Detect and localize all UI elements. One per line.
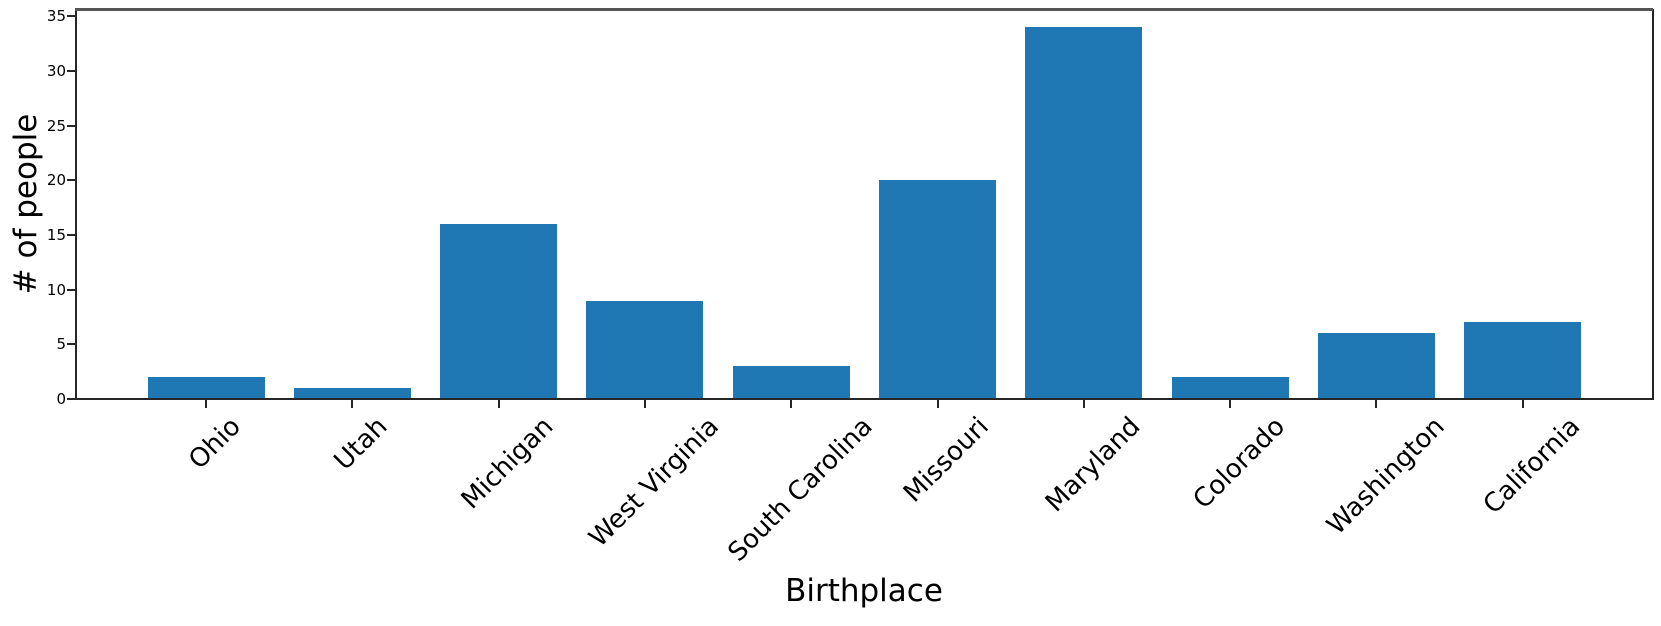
x-tick-mark bbox=[497, 400, 500, 408]
y-axis-label: # of people bbox=[8, 113, 44, 295]
y-tick-mark bbox=[67, 233, 75, 236]
x-axis-spine bbox=[75, 398, 1653, 400]
bar-south-carolina bbox=[732, 366, 850, 399]
x-tick-label-utah: Utah bbox=[328, 411, 394, 477]
y-tick-label: 35 bbox=[46, 7, 66, 26]
bar-utah bbox=[293, 388, 411, 399]
x-tick-label-maryland: Maryland bbox=[1039, 411, 1146, 519]
x-tick-label-washington: Washington bbox=[1320, 411, 1451, 541]
x-tick-mark bbox=[1082, 400, 1085, 408]
x-tick-mark bbox=[205, 400, 207, 408]
x-tick-mark bbox=[1521, 400, 1524, 408]
y-tick-mark bbox=[67, 69, 75, 72]
x-tick-label-ohio: Ohio bbox=[183, 411, 248, 476]
bar-missouri bbox=[879, 180, 996, 399]
x-tick-mark bbox=[1229, 400, 1232, 408]
y-tick-mark bbox=[67, 343, 75, 346]
bar-colorado bbox=[1171, 377, 1289, 399]
y-tick-label: 10 bbox=[46, 280, 66, 299]
x-tick-mark bbox=[790, 400, 793, 408]
y-tick-label: 25 bbox=[46, 116, 66, 135]
x-tick-mark bbox=[643, 400, 646, 408]
bar-michigan bbox=[440, 223, 558, 399]
x-tick-label-california: California bbox=[1477, 411, 1587, 521]
x-axis-label: Birthplace bbox=[785, 573, 943, 609]
y-tick-label: 20 bbox=[46, 171, 66, 190]
x-tick-mark bbox=[936, 400, 939, 408]
bar-west-virginia bbox=[586, 300, 704, 399]
y-tick-mark bbox=[67, 288, 75, 291]
plot-area bbox=[76, 9, 1653, 399]
bar-washington bbox=[1317, 333, 1435, 399]
x-tick-label-missouri: Missouri bbox=[898, 411, 996, 509]
top-spine bbox=[75, 8, 1653, 11]
y-axis-spine bbox=[75, 9, 77, 400]
y-tick-label: 30 bbox=[46, 61, 66, 80]
y-tick-mark bbox=[67, 124, 75, 127]
bar-ohio bbox=[147, 377, 265, 399]
right-spine bbox=[1652, 9, 1654, 400]
y-tick-mark bbox=[67, 15, 75, 18]
x-tick-mark bbox=[1375, 400, 1378, 408]
x-tick-label-colorado: Colorado bbox=[1187, 411, 1292, 515]
y-tick-label: 5 bbox=[56, 335, 66, 354]
y-tick-mark bbox=[67, 179, 75, 182]
y-tick-label: 0 bbox=[56, 390, 66, 408]
y-tick-mark bbox=[67, 398, 75, 400]
bar-california bbox=[1464, 322, 1582, 399]
y-tick-label: 15 bbox=[46, 225, 66, 244]
x-tick-label-south-carolina: South Carolina bbox=[722, 411, 879, 568]
x-tick-label-michigan: Michigan bbox=[455, 411, 560, 516]
x-tick-mark bbox=[351, 400, 354, 408]
x-tick-label-west-virginia: West Virginia bbox=[583, 411, 726, 554]
bar-maryland bbox=[1025, 27, 1143, 399]
